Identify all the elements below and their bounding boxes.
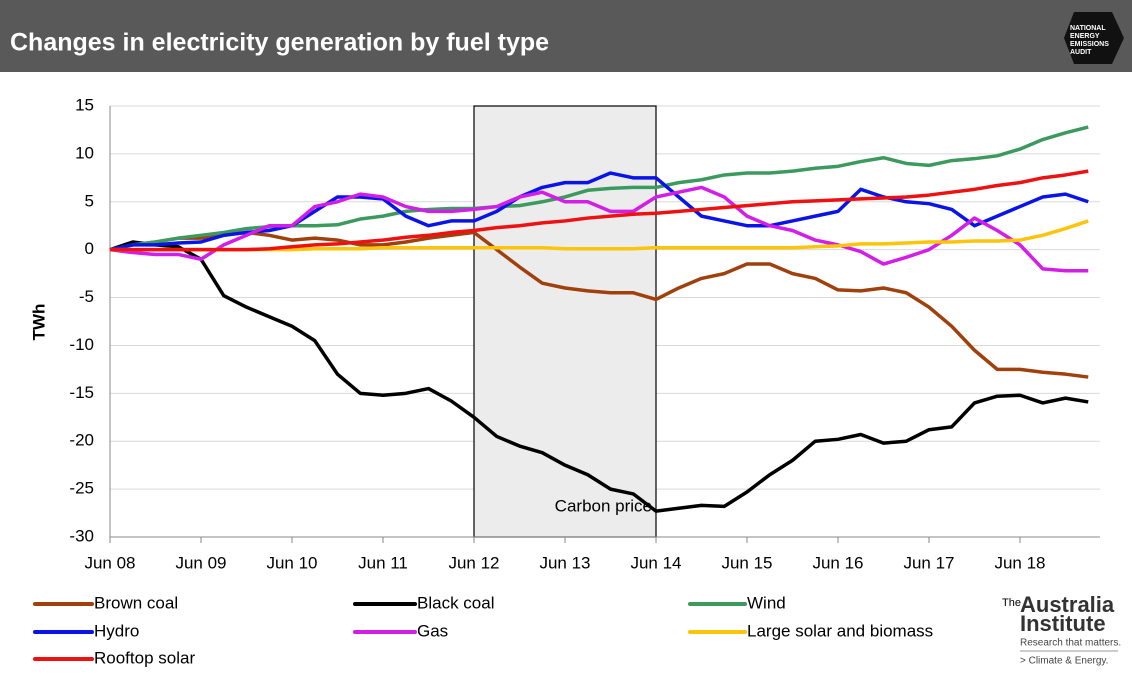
series-line [110, 169, 1089, 252]
logo [1064, 12, 1124, 64]
x-tick-label: Jun 16 [812, 553, 863, 572]
header-bar [0, 0, 1132, 72]
y-tick-label: -10 [69, 335, 94, 354]
logo-line: AUDIT [1070, 49, 1092, 56]
y-tick-label: 5 [85, 191, 94, 210]
x-tick-label: Jun 11 [358, 553, 408, 572]
x-tick-label: Jun 17 [903, 553, 954, 572]
page-title: Changes in electricity generation by fue… [10, 29, 549, 57]
legend-label: Hydro [94, 621, 139, 640]
legend-label: Black coal [417, 593, 494, 612]
x-tick-label: Jun 18 [994, 553, 1045, 572]
legend-label: Wind [747, 593, 786, 612]
y-tick-label: -20 [69, 431, 94, 450]
x-tick-label: Jun 14 [630, 553, 681, 572]
x-tick-label: Jun 09 [175, 553, 226, 572]
logo-line: NATIONAL [1070, 25, 1106, 32]
y-tick-label: 10 [75, 143, 94, 162]
y-tick-label: -30 [69, 526, 94, 545]
x-tick-label: Jun 08 [84, 553, 135, 572]
brand: > Climate & Energy. [1020, 656, 1108, 667]
series-line [109, 185, 1089, 273]
annotation: Carbon price [555, 496, 652, 515]
y-tick-label: -15 [69, 383, 94, 402]
x-tick-label: Jun 12 [448, 553, 499, 572]
legend-label: Gas [417, 621, 448, 640]
brand: Institute [1020, 611, 1106, 636]
y-tick-label: -5 [79, 287, 94, 306]
y-tick-label: 0 [85, 239, 94, 258]
logo-text: NATIONAL ENERGY EMISSIONS AUDIT [1070, 25, 1109, 56]
legend-label: Brown coal [94, 593, 178, 612]
series-line [109, 230, 1089, 379]
y-tick-label: -25 [69, 479, 94, 498]
brand: Australia [1020, 592, 1115, 617]
series-line [109, 171, 1089, 252]
logo-line: ENERGY [1070, 33, 1100, 40]
y-axis-label: TWh [29, 304, 48, 341]
legend-label: Rooftop solar [94, 648, 195, 667]
legend-label: Large solar and biomass [747, 621, 933, 640]
y-tick-label: 15 [75, 95, 94, 114]
x-tick-label: Jun 10 [266, 553, 317, 572]
x-tick-label: Jun 13 [539, 553, 590, 572]
logo-line: EMISSIONS [1070, 41, 1109, 48]
series-line [109, 240, 1089, 513]
brand: The [1002, 597, 1021, 609]
brand: Research that matters. [1020, 638, 1121, 649]
x-tick-label: Jun 15 [721, 553, 772, 572]
shaded-period [473, 105, 657, 538]
